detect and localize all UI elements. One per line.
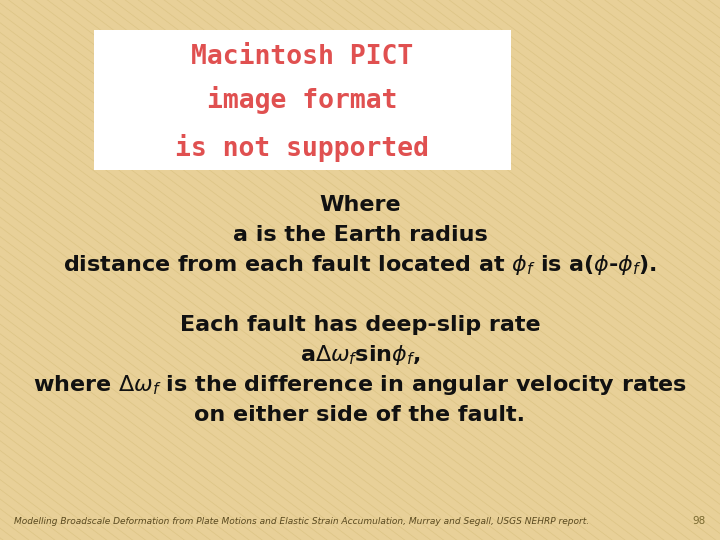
Bar: [94, 30, 511, 170]
Text: Where: Where: [319, 195, 401, 215]
Text: distance from each fault located at $\phi_f$ is a($\phi$-$\phi_f$).: distance from each fault located at $\ph…: [63, 253, 657, 277]
Text: Modelling Broadscale Deformation from Plate Motions and Elastic Strain Accumulat: Modelling Broadscale Deformation from Pl…: [14, 517, 590, 526]
Text: where $\Delta\omega_f$ is the difference in angular velocity rates: where $\Delta\omega_f$ is the difference…: [33, 373, 687, 397]
Text: on either side of the fault.: on either side of the fault.: [194, 404, 526, 425]
Text: a$\Delta\omega_f$sin$\phi_f$,: a$\Delta\omega_f$sin$\phi_f$,: [300, 343, 420, 367]
Text: Macintosh PICT: Macintosh PICT: [192, 44, 413, 70]
Text: is not supported: is not supported: [176, 134, 429, 163]
Text: 98: 98: [693, 516, 706, 526]
Text: Each fault has deep-slip rate: Each fault has deep-slip rate: [180, 315, 540, 335]
Text: a is the Earth radius: a is the Earth radius: [233, 225, 487, 245]
Text: image format: image format: [207, 86, 397, 114]
